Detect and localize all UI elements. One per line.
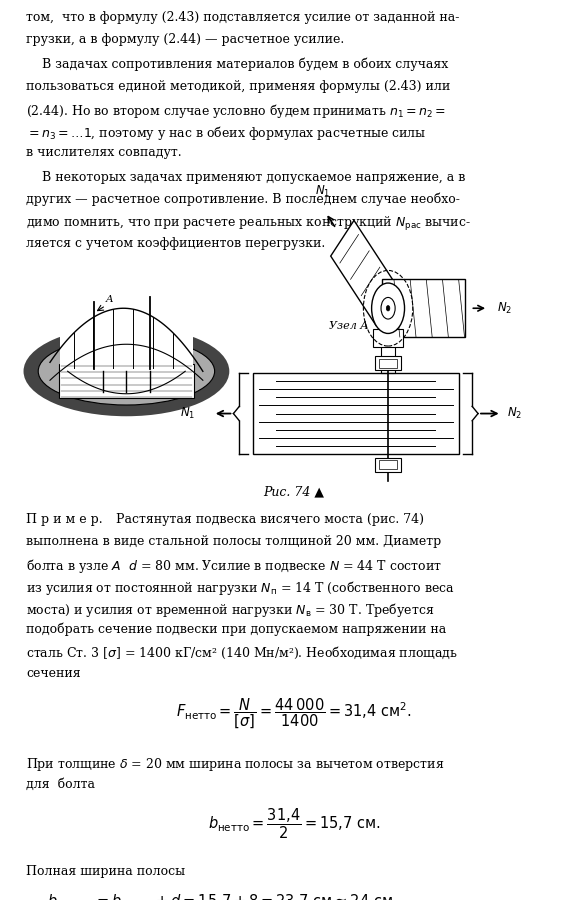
Text: При толщине $\delta$ = 20 мм ширина полосы за вычетом отверстия: При толщине $\delta$ = 20 мм ширина поло… (26, 755, 445, 772)
Text: П р и м е р.: П р и м е р. (26, 512, 103, 526)
FancyBboxPatch shape (375, 356, 401, 370)
Text: $= n_3 = \ldots 1$, поэтому у нас в обеих формулах расчетные силы: $= n_3 = \ldots 1$, поэтому у нас в обеи… (26, 123, 427, 141)
Ellipse shape (24, 326, 229, 416)
Text: том,  что в формулу (2.43) подставляется усилие от заданной на-: том, что в формулу (2.43) подставляется … (26, 11, 460, 23)
Polygon shape (382, 279, 465, 337)
Text: болта в узле $A$  $d$ = 80 мм. Усилие в подвеске $N$ = 44 Т состоит: болта в узле $A$ $d$ = 80 мм. Усилие в п… (26, 556, 442, 574)
Text: для  болта: для болта (26, 778, 95, 790)
Text: ляется с учетом коэффициентов перегрузки.: ляется с учетом коэффициентов перегрузки… (26, 237, 326, 249)
FancyBboxPatch shape (379, 358, 397, 367)
FancyBboxPatch shape (59, 364, 194, 398)
FancyBboxPatch shape (60, 300, 193, 367)
Text: пользоваться единой методикой, применяя формулы (2.43) или: пользоваться единой методикой, применяя … (26, 80, 451, 93)
Text: моста) и усилия от временной нагрузки $N_{\rm в}$ = 30 Т. Требуется: моста) и усилия от временной нагрузки $N… (26, 600, 435, 618)
Text: В задачах сопротивления материалов будем в обоих случаях: В задачах сопротивления материалов будем… (26, 58, 449, 71)
Text: подобрать сечение подвески при допускаемом напряжении на: подобрать сечение подвески при допускаем… (26, 623, 447, 636)
FancyBboxPatch shape (381, 333, 395, 373)
Text: $N=44т$: $N=44т$ (395, 306, 437, 319)
Text: A: A (106, 294, 113, 303)
Text: из усилия от постоянной нагрузки $N_{\rm п}$ = 14 Т (собственного веса: из усилия от постоянной нагрузки $N_{\rm… (26, 579, 455, 597)
Circle shape (381, 297, 395, 319)
FancyBboxPatch shape (375, 457, 401, 472)
Text: $b_{\rm нетто} = \dfrac{31{,}4}{2} = 15{,}7\ \rm см.$: $b_{\rm нетто} = \dfrac{31{,}4}{2} = 15{… (208, 806, 380, 842)
Text: Полная ширина полосы: Полная ширина полосы (26, 865, 186, 878)
Text: $N_1$: $N_1$ (315, 184, 330, 199)
Text: В некоторых задачах применяют допускаемое напряжение, а в: В некоторых задачах применяют допускаемо… (26, 170, 466, 184)
Text: грузки, а в формулу (2.44) — расчетное усилие.: грузки, а в формулу (2.44) — расчетное у… (26, 32, 345, 46)
Text: димо помнить, что при расчете реальных конструкций $N_{\rm рас}$ вычис-: димо помнить, что при расчете реальных к… (26, 214, 471, 232)
Text: $F_{\rm нетто} = \dfrac{N}{[\sigma]} = \dfrac{44\,000}{1400} = 31{,}4\ \rm см^2.: $F_{\rm нетто} = \dfrac{N}{[\sigma]} = \… (176, 696, 412, 730)
FancyBboxPatch shape (373, 328, 403, 346)
Text: сталь Ст. 3 [$\sigma$] = 1400 кГ/см² (140 Мн/м²). Необходимая площадь: сталь Ст. 3 [$\sigma$] = 1400 кГ/см² (14… (26, 644, 458, 661)
Text: $b_{\rm брутто} = b_{\rm нетто} + d = 15{,}7 + 8 = 23{,}7\ \rm см \approx 24\ \r: $b_{\rm брутто} = b_{\rm нетто} + d = 15… (47, 893, 397, 900)
Text: Растянутая подвеска висячего моста (рис. 74): Растянутая подвеска висячего моста (рис.… (112, 512, 424, 526)
Text: $N_1$: $N_1$ (180, 406, 195, 421)
Circle shape (386, 305, 390, 310)
Text: выполнена в виде стальной полосы толщиной 20 мм. Диаметр: выполнена в виде стальной полосы толщино… (26, 535, 442, 547)
Polygon shape (330, 220, 400, 326)
FancyBboxPatch shape (379, 460, 397, 469)
Text: $N_2$: $N_2$ (507, 406, 523, 421)
Text: других — расчетное сопротивление. В последнем случае необхо-: других — расчетное сопротивление. В посл… (26, 193, 460, 206)
Ellipse shape (38, 338, 215, 405)
Text: сечения: сечения (26, 667, 81, 680)
Text: Рис. 74 ▲: Рис. 74 ▲ (263, 485, 325, 499)
Text: в числителях совпадут.: в числителях совпадут. (26, 146, 182, 158)
Text: (2.44). Но во втором случае условно будем принимать $n_1 = n_2 =$: (2.44). Но во втором случае условно буде… (26, 102, 446, 120)
Text: $N_2$: $N_2$ (497, 301, 512, 316)
Circle shape (372, 283, 405, 333)
Text: Узел A: Узел A (329, 321, 369, 331)
